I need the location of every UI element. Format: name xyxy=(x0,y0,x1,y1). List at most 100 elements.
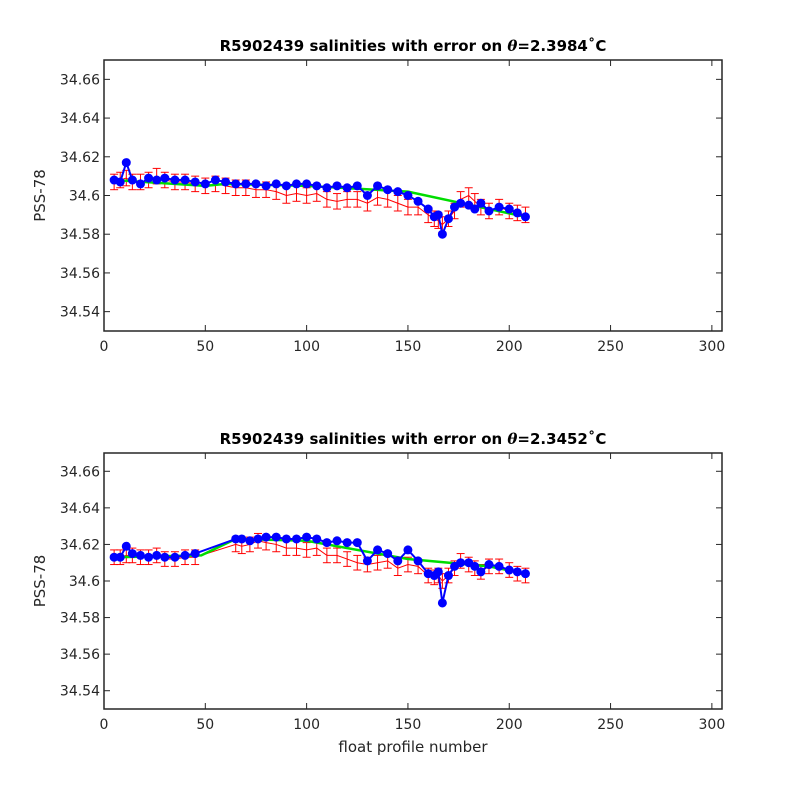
raw-series xyxy=(109,532,530,608)
raw-point xyxy=(433,210,443,220)
raw-point xyxy=(237,534,247,544)
raw-point xyxy=(271,179,281,189)
y-tick-label: 34.56 xyxy=(60,266,100,282)
raw-point xyxy=(484,560,494,570)
raw-point xyxy=(127,549,137,559)
x-tick-label: 250 xyxy=(597,717,624,733)
x-tick-label: 0 xyxy=(100,717,109,733)
raw-point xyxy=(170,552,180,562)
raw-point xyxy=(160,552,170,562)
raw-point xyxy=(470,561,480,571)
raw-point xyxy=(322,538,332,548)
raw-point xyxy=(437,229,447,239)
raw-point xyxy=(456,558,466,568)
raw-point xyxy=(245,536,255,546)
y-tick-label: 34.54 xyxy=(60,305,100,321)
y-tick-label: 34.6 xyxy=(69,189,100,205)
raw-point xyxy=(443,214,453,224)
raw-point xyxy=(403,545,413,555)
raw-point xyxy=(115,552,125,562)
raw-point xyxy=(231,179,241,189)
y-tick-label: 34.54 xyxy=(60,684,100,700)
raw-point xyxy=(180,550,190,560)
raw-point xyxy=(291,179,301,189)
raw-point xyxy=(423,204,433,214)
raw-point xyxy=(494,202,504,212)
raw-point xyxy=(281,181,291,191)
axes-box xyxy=(103,59,723,332)
x-tick-label: 150 xyxy=(395,339,422,355)
raw-point xyxy=(456,198,466,208)
raw-point xyxy=(352,181,362,191)
y-tick-label: 34.66 xyxy=(60,464,100,480)
raw-point xyxy=(291,534,301,544)
raw-point xyxy=(190,177,200,187)
x-tick-label: 50 xyxy=(196,717,214,733)
raw-point xyxy=(512,567,522,577)
raw-point xyxy=(312,181,322,191)
raw-point xyxy=(433,567,443,577)
x-tick-label: 100 xyxy=(293,339,320,355)
raw-point xyxy=(144,173,154,183)
raw-point xyxy=(160,173,170,183)
y-axis-label: PSS-78 xyxy=(31,555,49,608)
raw-point xyxy=(342,183,352,193)
raw-point xyxy=(210,175,220,185)
y-tick-label: 34.64 xyxy=(60,501,100,517)
y-tick-label: 34.66 xyxy=(60,72,100,88)
y-tick-label: 34.58 xyxy=(60,611,100,627)
y-tick-label: 34.64 xyxy=(60,111,100,127)
raw-point xyxy=(383,549,393,559)
raw-point xyxy=(251,179,261,189)
x-tick-label: 250 xyxy=(597,339,624,355)
x-tick-label: 150 xyxy=(395,717,422,733)
raw-point xyxy=(494,561,504,571)
y-tick-label: 34.56 xyxy=(60,647,100,663)
y-tick-label: 34.58 xyxy=(60,227,100,243)
y-axis-label: PSS-78 xyxy=(31,169,49,222)
x-tick-label: 300 xyxy=(699,717,726,733)
raw-point xyxy=(221,177,231,187)
raw-point xyxy=(261,181,271,191)
raw-point xyxy=(135,179,145,189)
raw-point xyxy=(135,550,145,560)
raw-point xyxy=(476,198,486,208)
chart-title: R5902439 salinities with error on θ=2.39… xyxy=(220,37,607,55)
raw-point xyxy=(362,191,372,200)
raw-point xyxy=(180,175,190,185)
subplot-2: 0 50 100 150 200 250 300 34.54 34.56 34.58 34.6 34.… xyxy=(31,430,725,756)
x-tick-label: 200 xyxy=(496,339,523,355)
y-tick-label: 34.62 xyxy=(60,150,100,166)
subplot-1: 0 50 100 150 200 250 300 34.54 34.56 34.58 34.6 34.… xyxy=(31,37,725,355)
raw-point xyxy=(332,536,342,546)
raw-point xyxy=(322,183,332,193)
raw-point xyxy=(302,179,312,189)
y-tick-label: 34.62 xyxy=(60,537,100,553)
raw-point xyxy=(520,569,530,579)
x-tick-label: 200 xyxy=(496,717,523,733)
raw-point xyxy=(271,532,281,542)
x-axis-label: float profile number xyxy=(338,738,488,756)
raw-point xyxy=(281,534,291,544)
raw-point xyxy=(413,196,423,206)
raw-point xyxy=(504,565,514,575)
raw-point xyxy=(512,208,522,218)
raw-point xyxy=(253,534,263,544)
y-tick-label: 34.6 xyxy=(69,574,100,590)
raw-point xyxy=(476,567,486,577)
raw-point xyxy=(393,556,403,566)
raw-point xyxy=(115,177,125,187)
chart-title: R5902439 salinities with error on θ=2.34… xyxy=(220,430,607,448)
raw-point xyxy=(200,179,210,189)
raw-point xyxy=(383,185,393,195)
raw-point xyxy=(470,204,480,214)
raw-point xyxy=(261,532,271,542)
raw-point xyxy=(413,556,423,566)
raw-series xyxy=(109,158,530,239)
raw-point xyxy=(393,187,403,197)
raw-point xyxy=(437,598,447,608)
raw-point xyxy=(152,175,162,185)
raw-point xyxy=(342,538,352,548)
